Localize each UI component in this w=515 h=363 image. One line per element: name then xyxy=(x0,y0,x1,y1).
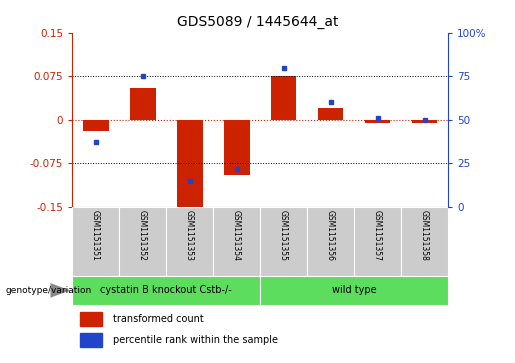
Text: GSM1151356: GSM1151356 xyxy=(326,210,335,261)
Text: GSM1151352: GSM1151352 xyxy=(138,210,147,261)
Polygon shape xyxy=(50,283,70,298)
Text: wild type: wild type xyxy=(332,285,376,295)
Text: genotype/variation: genotype/variation xyxy=(5,286,91,295)
Bar xyxy=(130,88,156,120)
Text: GDS5089 / 1445644_at: GDS5089 / 1445644_at xyxy=(177,15,338,29)
Bar xyxy=(72,207,119,276)
Text: GSM1151358: GSM1151358 xyxy=(420,210,429,261)
Bar xyxy=(80,333,102,347)
Bar xyxy=(365,120,390,123)
Bar xyxy=(318,108,344,120)
Bar xyxy=(354,207,401,276)
Bar xyxy=(213,207,260,276)
Text: GSM1151355: GSM1151355 xyxy=(279,210,288,261)
Bar xyxy=(224,120,249,175)
Text: GSM1151357: GSM1151357 xyxy=(373,210,382,261)
Bar xyxy=(177,120,202,210)
Bar xyxy=(411,120,437,123)
Text: GSM1151354: GSM1151354 xyxy=(232,210,241,261)
Bar xyxy=(271,76,297,120)
Text: GSM1151353: GSM1151353 xyxy=(185,210,194,261)
Bar xyxy=(307,207,354,276)
Bar xyxy=(260,276,448,305)
Text: cystatin B knockout Cstb-/-: cystatin B knockout Cstb-/- xyxy=(100,285,232,295)
Bar xyxy=(72,276,260,305)
Text: transformed count: transformed count xyxy=(113,314,204,324)
Bar xyxy=(83,120,109,131)
Text: percentile rank within the sample: percentile rank within the sample xyxy=(113,335,279,345)
Text: GSM1151351: GSM1151351 xyxy=(91,210,100,261)
Bar xyxy=(401,207,448,276)
Bar xyxy=(119,207,166,276)
Bar xyxy=(80,312,102,326)
Bar xyxy=(260,207,307,276)
Bar xyxy=(166,207,213,276)
